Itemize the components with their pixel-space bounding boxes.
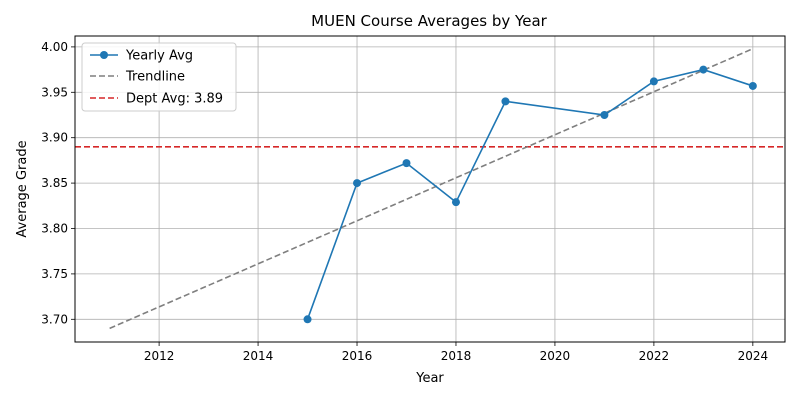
y-tick-label: 3.75 (41, 267, 68, 281)
yearly-avg-point (501, 97, 510, 106)
yearly-avg-point (303, 315, 312, 324)
yearly-avg-point (451, 198, 460, 207)
x-tick-label: 2014 (243, 349, 274, 363)
axis-ticks: 2012 2014 2016 2018 2020 2022 2024 3.70 3.75 3.80… (41, 40, 768, 363)
y-tick-label: 4.00 (41, 40, 68, 54)
legend: Yearly Avg Trendline Dept Avg: 3.89 (81, 42, 237, 112)
grid-lines (75, 36, 785, 342)
y-tick-label: 3.90 (41, 131, 68, 145)
x-tick-label: 2018 (441, 349, 472, 363)
legend-label-trendline: Trendline (125, 70, 185, 85)
y-tick-label: 3.80 (41, 221, 68, 235)
yearly-avg-point (402, 159, 411, 168)
x-tick-label: 2020 (540, 349, 571, 363)
yearly-avg-point (353, 179, 362, 188)
yearly-avg-point (699, 65, 708, 74)
yearly-avg-point (649, 77, 658, 86)
y-axis-title: Average Grade (15, 140, 30, 237)
x-tick-label: 2022 (639, 349, 670, 363)
legend-label-dept-avg: Dept Avg: 3.89 (126, 92, 223, 107)
yearly-avg-point (600, 110, 609, 119)
x-axis-title: Year (415, 371, 444, 386)
chart-title: MUEN Course Averages by Year (311, 12, 547, 30)
legend-box (81, 42, 237, 112)
plot-frame (74, 35, 786, 343)
x-tick-label: 2024 (738, 349, 769, 363)
y-tick-label: 3.70 (41, 312, 68, 326)
y-tick-label: 3.95 (41, 85, 68, 99)
data-series (109, 47, 757, 330)
x-tick-label: 2012 (144, 349, 175, 363)
yearly-avg-point (748, 81, 757, 90)
legend-label-yearly-avg: Yearly Avg (125, 49, 193, 64)
legend-marker-yearly-avg (100, 51, 108, 59)
x-tick-label: 2016 (342, 349, 373, 363)
y-tick-label: 3.85 (41, 176, 68, 190)
